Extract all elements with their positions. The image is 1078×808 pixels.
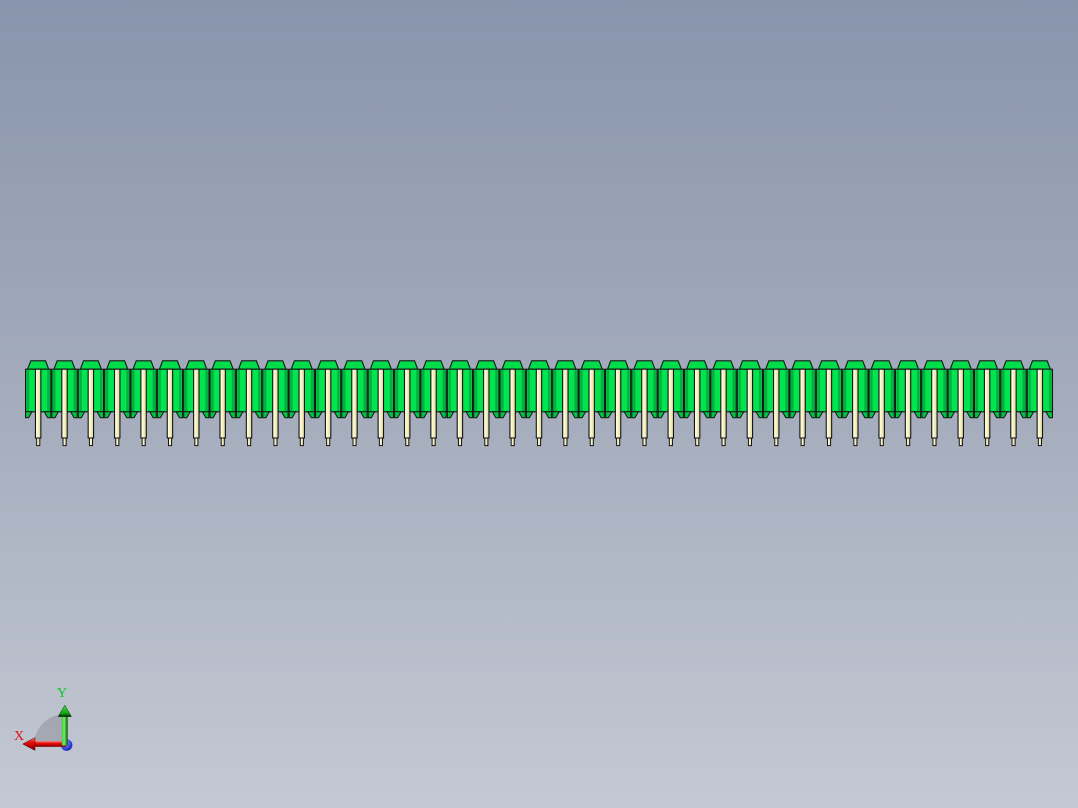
pin-segment (288, 360, 315, 447)
pin-segment (657, 360, 685, 447)
pin-segment (973, 360, 1001, 447)
pin-segment (420, 360, 447, 447)
pin-segment (710, 360, 737, 447)
pin-segment (51, 360, 78, 447)
pin-segment (842, 360, 869, 447)
pin-segment (631, 360, 658, 447)
x-axis-arrow (22, 737, 66, 751)
pin-segment (736, 360, 764, 447)
pin-segment (868, 360, 895, 447)
pin-segment (77, 360, 105, 447)
pin-segment (1000, 360, 1027, 447)
orientation-axes: X Y (14, 686, 73, 751)
pin-segment (183, 360, 210, 447)
pin-segment (446, 360, 474, 447)
pin-header-model (24, 360, 1054, 447)
rotation-sector (34, 714, 65, 745)
y-axis-arrow (57, 704, 72, 746)
pin-segment (789, 360, 816, 447)
pin-segment (894, 360, 922, 447)
pin-segment (763, 360, 790, 447)
pin-segment (473, 360, 500, 447)
pin-segment (578, 360, 605, 447)
pin-segment (921, 360, 948, 447)
pin-segment (499, 360, 526, 447)
y-axis-label: Y (57, 686, 67, 701)
pin-segment (552, 360, 579, 447)
pin-segment (24, 360, 52, 447)
pin-segment (815, 360, 843, 447)
pin-segment (209, 360, 236, 447)
pin-segment (104, 360, 131, 447)
pin-segment (262, 360, 289, 447)
pin-segment (1026, 360, 1054, 447)
pin-segment (604, 360, 632, 447)
x-axis-label: X (14, 729, 24, 744)
pin-segment (235, 360, 263, 447)
pin-segment (314, 360, 342, 447)
pin-segment (683, 360, 711, 447)
pin-segment (525, 360, 553, 447)
pin-segment (367, 360, 395, 447)
pin-segment (156, 360, 184, 447)
pin-segment (341, 360, 368, 447)
pin-segment (394, 360, 421, 447)
pin-segment (947, 360, 974, 447)
pin-segment (130, 360, 157, 447)
